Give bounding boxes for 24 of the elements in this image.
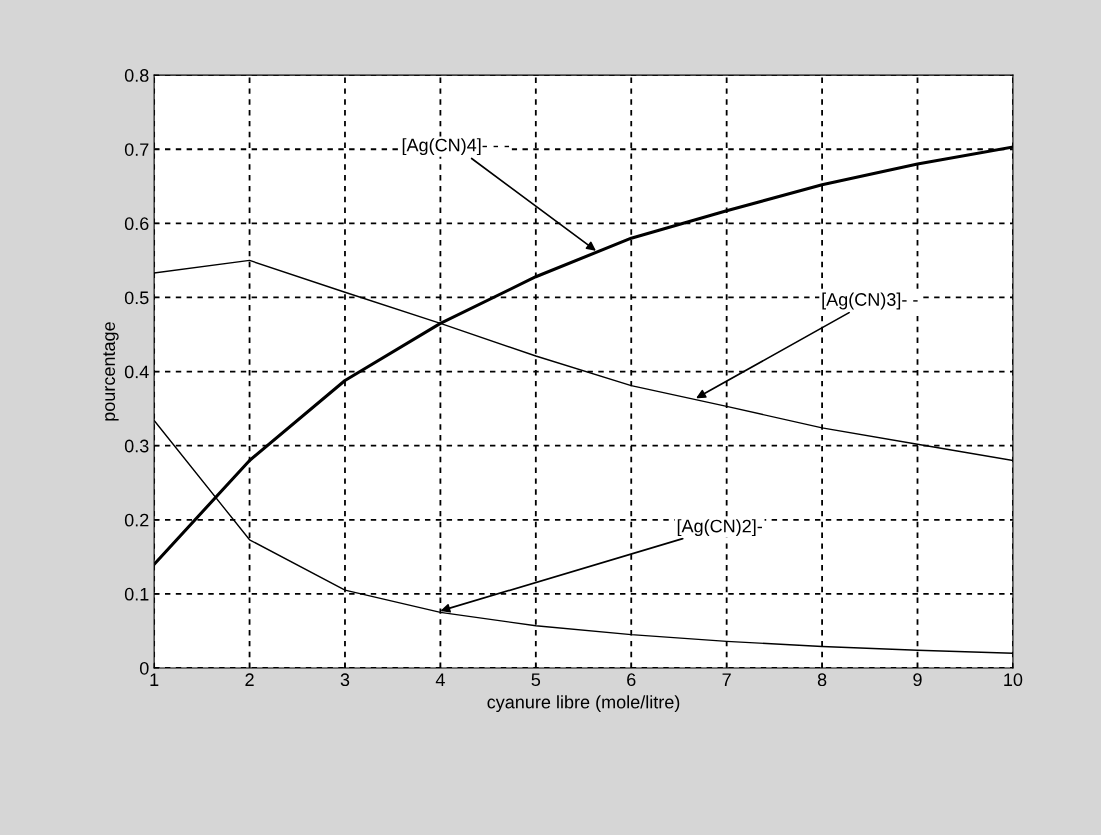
y-tick-label: 0.3 <box>124 439 149 453</box>
y-tick-label: 0.1 <box>124 587 149 601</box>
x-tick-label: 8 <box>817 673 827 687</box>
x-tick-label: 3 <box>340 673 350 687</box>
annotation: [Ag(CN)4]- - - <box>402 138 510 156</box>
y-axis-title: pourcentage <box>103 322 119 421</box>
x-axis-title: cyanure libre (mole/litre) <box>487 695 680 713</box>
x-tick-label: 4 <box>435 673 445 686</box>
x-tick-label: 9 <box>913 673 922 687</box>
x-tick-label: 1 <box>150 673 159 686</box>
y-tick-label: 0 <box>139 661 149 675</box>
y-tick-label: 0.4 <box>124 365 149 379</box>
y-tick-label: 0.5 <box>124 291 149 305</box>
y-tick-label: 0.8 <box>124 69 149 82</box>
annotation: [Ag(CN)3]- - <box>822 292 918 310</box>
y-tick-label: 0.7 <box>124 143 149 156</box>
y-tick-label: 0.2 <box>124 513 149 527</box>
x-tick-label: 2 <box>245 673 254 686</box>
x-tick-label: 6 <box>627 673 636 687</box>
x-tick-label: 7 <box>722 673 731 686</box>
x-tick-label: 10 <box>1004 673 1023 687</box>
y-tick-label: 0.6 <box>124 217 149 231</box>
x-tick-label: 5 <box>531 673 541 687</box>
annotation: [Ag(CN)2]- <box>677 519 762 537</box>
